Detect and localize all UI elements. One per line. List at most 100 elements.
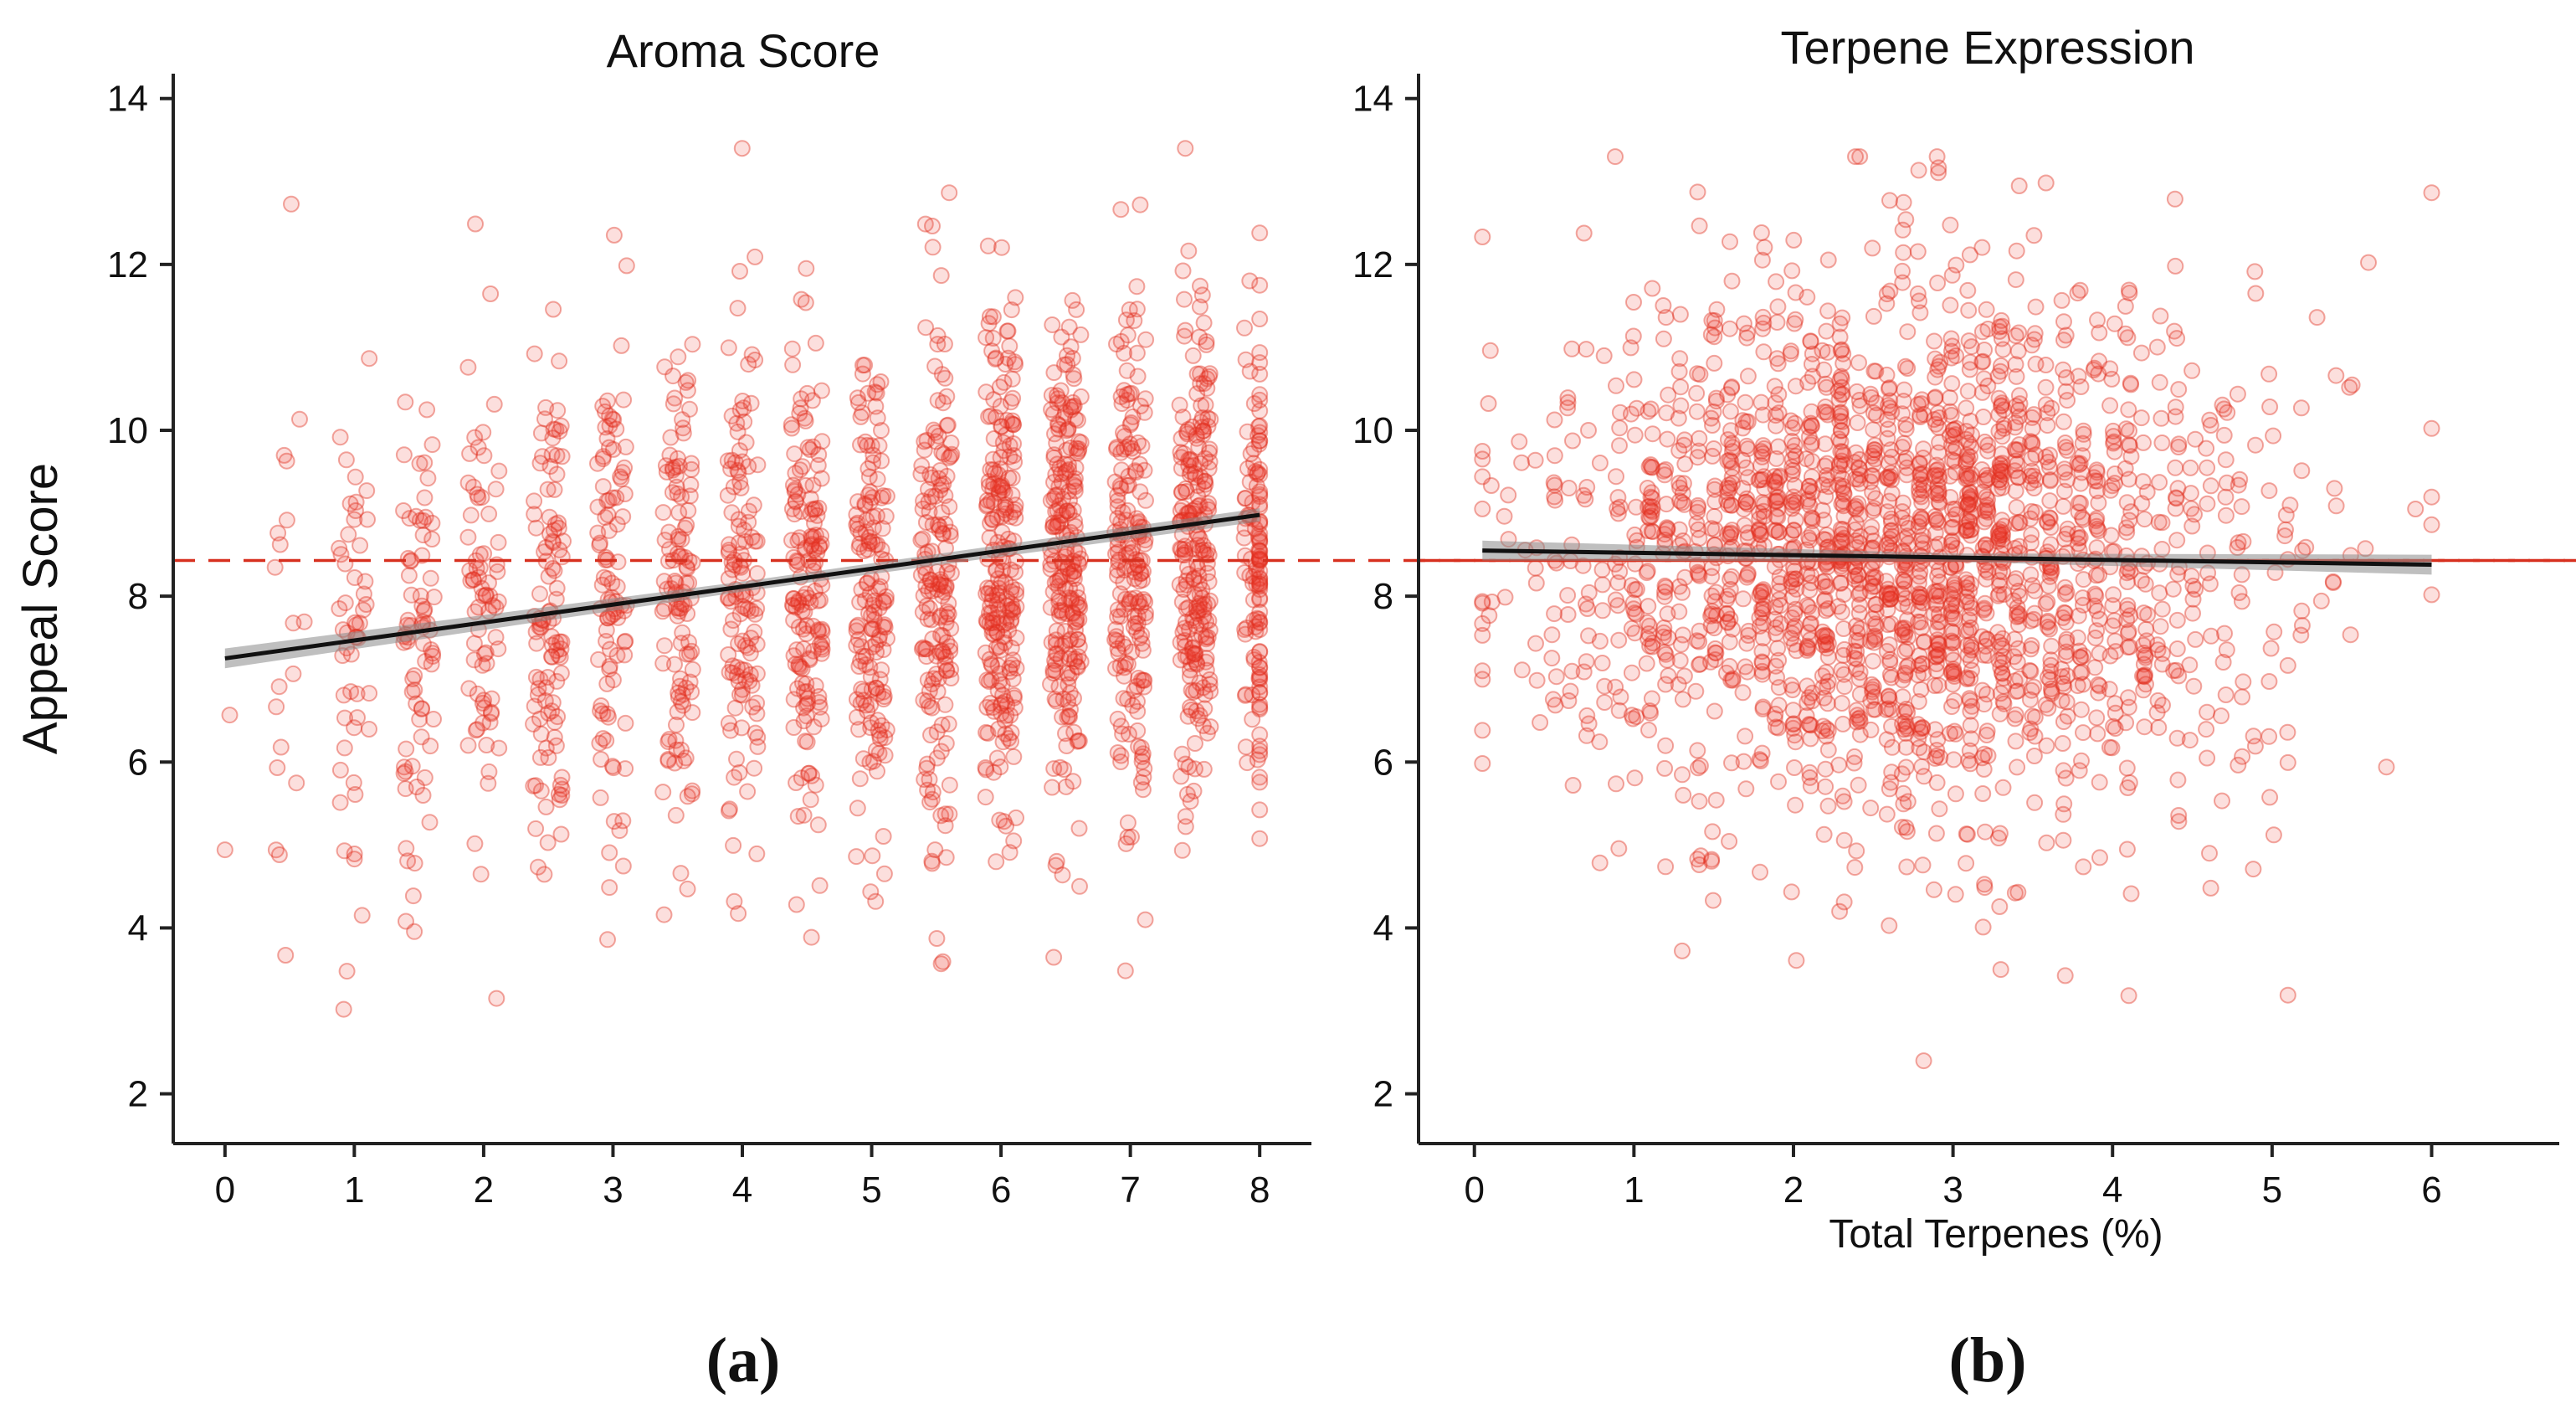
data-point [1191,707,1208,724]
data-point [923,855,941,872]
data-point [865,454,881,471]
data-point [737,434,755,451]
data-point [2071,648,2089,666]
data-point [1943,337,1961,355]
data-point [1527,574,1545,592]
data-point [1126,563,1144,581]
data-point [1186,585,1203,603]
data-point [537,398,555,416]
data-point [1070,648,1087,666]
data-point [997,573,1014,591]
data-point [1251,570,1269,588]
data-point [722,620,740,638]
data-point [1251,311,1269,327]
data-point [1958,669,1976,686]
data-point [488,990,505,1007]
data-point [411,711,428,728]
data-point [553,787,571,804]
data-point [608,516,626,533]
data-point [604,489,622,506]
data-point [2182,485,2199,502]
data-point [1120,726,1137,743]
data-point [923,852,941,870]
data-point [1115,573,1132,591]
data-point [805,528,822,546]
data-point [336,709,353,727]
data-point [490,593,507,610]
data-point [1007,289,1024,306]
data-point [994,434,1012,451]
data-point [1177,755,1194,773]
data-point [798,384,816,402]
data-point [1928,456,1946,474]
data-point [415,603,433,620]
data-point [1069,733,1086,750]
data-point [616,633,634,650]
data-point [601,417,618,434]
data-point [1048,692,1065,710]
data-point [785,590,803,607]
data-point [1691,793,1708,810]
data-point [855,542,873,559]
data-point [2168,330,2186,347]
data-point [931,481,949,499]
data-point [864,489,881,506]
data-point [2136,718,2153,736]
data-point [1003,412,1021,429]
data-point [984,611,1002,629]
data-point [1070,555,1088,573]
data-point [531,710,548,727]
data-point [1178,425,1196,443]
data-point [795,806,813,824]
data-point [1135,671,1152,689]
data-point [985,763,1003,781]
data-point [1784,496,1802,514]
data-point [1112,201,1130,219]
data-point [1174,546,1192,563]
data-point [1197,450,1214,467]
data-point [2008,499,2025,516]
data-point [1251,669,1269,686]
data-point [1180,758,1198,776]
data-point [1927,389,1943,407]
data-point [983,511,1001,527]
data-point [1960,622,1978,640]
data-point [1911,407,1928,424]
data-point [1133,626,1151,644]
data-point [1117,835,1135,852]
data-point [725,836,742,854]
data-point [1245,611,1263,629]
data-point [553,448,571,465]
data-point [1979,747,1997,764]
data-point [2281,496,2299,514]
data-point [1607,591,1624,609]
data-point [798,707,815,725]
data-point [1850,354,1867,372]
data-point [1591,854,1609,871]
data-point [921,698,938,715]
data-point [1994,341,2012,358]
data-point [684,704,701,722]
data-point [926,841,944,859]
data-point [1691,656,1709,673]
data-point [2152,307,2169,325]
data-point [1994,693,2012,711]
data-point [860,468,878,486]
data-point [1126,312,1143,329]
data-point [2167,408,2184,425]
data-point [796,604,813,620]
data-point [1134,781,1152,799]
data-point [790,656,808,673]
data-point [1671,652,1689,669]
data-point [2007,706,2024,723]
data-point [876,747,894,764]
data-point [1060,645,1078,663]
data-point [1063,590,1080,608]
data-point [1116,382,1133,399]
data-point [915,492,932,510]
data-point [748,705,766,722]
data-point [861,493,879,511]
data-point [1045,449,1063,466]
data-point [667,806,685,824]
